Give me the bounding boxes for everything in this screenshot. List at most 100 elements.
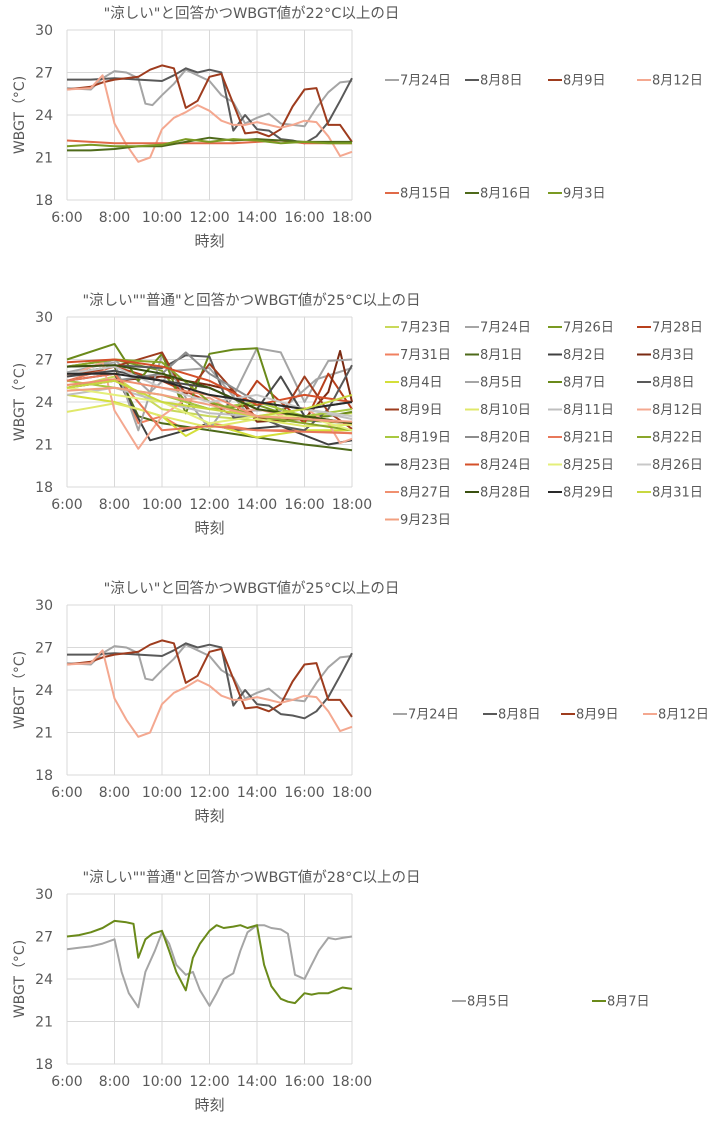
legend-item: 8月12日 bbox=[637, 74, 703, 89]
legend-item: 8月12日 bbox=[637, 403, 703, 418]
legend-label: 9月3日 bbox=[563, 187, 606, 202]
legend-label: 8月2日 bbox=[563, 348, 606, 363]
legend-item: 8月3日 bbox=[637, 348, 695, 363]
legend-item: 8月8日 bbox=[637, 376, 695, 391]
y-tick-label: 30 bbox=[35, 310, 53, 326]
series-line bbox=[66, 64, 353, 143]
legend-label: 7月31日 bbox=[400, 348, 451, 363]
legend-label: 8月8日 bbox=[652, 376, 695, 391]
y-tick-label: 21 bbox=[35, 438, 53, 454]
legend-label: 8月1日 bbox=[480, 348, 523, 363]
chart-3: "涼しい"と回答かつWBGT値が25°C以上の日 18 21 24 27 30 6:00 8:… bbox=[12, 580, 709, 825]
legend-item: 8月26日 bbox=[637, 458, 703, 473]
series-line bbox=[66, 919, 353, 1005]
x-tick-label: 10:00 bbox=[142, 785, 182, 801]
x-tick-label: 8:00 bbox=[99, 785, 130, 801]
y-axis-label: WBGT（°C) bbox=[12, 940, 28, 1018]
x-tick-label: 14:00 bbox=[237, 1074, 277, 1090]
legend-item: 8月4日 bbox=[385, 376, 443, 391]
legend-label: 8月7日 bbox=[607, 995, 650, 1010]
x-tick-label: 18:00 bbox=[332, 497, 372, 513]
legend-label: 8月27日 bbox=[400, 486, 451, 501]
legend-label: 8月20日 bbox=[480, 431, 531, 446]
series-line bbox=[66, 358, 353, 406]
legend-item: 7月26日 bbox=[548, 321, 614, 336]
x-axis-label: 時刻 bbox=[194, 1096, 224, 1114]
legend-item: 8月24日 bbox=[465, 458, 531, 473]
legend-item: 7月31日 bbox=[385, 348, 451, 363]
x-tick-label: 18:00 bbox=[332, 785, 372, 801]
x-tick-label: 6:00 bbox=[51, 497, 82, 513]
y-tick-label: 21 bbox=[35, 151, 53, 167]
legend-item: 8月19日 bbox=[385, 431, 451, 446]
legend-label: 8月19日 bbox=[400, 431, 451, 446]
legend-label: 8月3日 bbox=[652, 348, 695, 363]
x-tick-label: 10:00 bbox=[142, 210, 182, 226]
legend-item: 8月23日 bbox=[385, 458, 451, 473]
legend-label: 8月9日 bbox=[576, 708, 619, 723]
legend-item: 8月21日 bbox=[548, 431, 614, 446]
x-tick-label: 16:00 bbox=[284, 210, 324, 226]
x-axis-label: 時刻 bbox=[194, 519, 224, 537]
x-tick-label: 18:00 bbox=[332, 210, 372, 226]
x-tick-label: 12:00 bbox=[189, 497, 229, 513]
legend-item: 8月7日 bbox=[548, 376, 606, 391]
legend-item: 8月29日 bbox=[548, 486, 614, 501]
series-line bbox=[66, 643, 353, 703]
legend-item: 7月24日 bbox=[465, 321, 531, 336]
legend-item: 9月23日 bbox=[385, 513, 451, 528]
y-tick-label: 24 bbox=[35, 683, 53, 699]
legend-item: 8月28日 bbox=[465, 486, 531, 501]
chart-2: "涼しい""普通"と回答かつWBGT値が25°C以上の日 18 21 24 27 30 6:… bbox=[12, 292, 703, 537]
legend-label: 8月12日 bbox=[652, 74, 703, 89]
legend-item: 8月2日 bbox=[548, 348, 606, 363]
legend-label: 7月28日 bbox=[652, 321, 703, 336]
y-tick-label: 27 bbox=[35, 66, 53, 82]
x-tick-label: 16:00 bbox=[284, 785, 324, 801]
y-axis-label: WBGT（°C) bbox=[12, 363, 28, 441]
legend-label: 8月12日 bbox=[658, 708, 709, 723]
legend-item: 8月25日 bbox=[548, 458, 614, 473]
legend-item: 8月1日 bbox=[465, 348, 523, 363]
legend-label: 8月7日 bbox=[563, 376, 606, 391]
series-line bbox=[67, 67, 353, 145]
legend-label: 7月24日 bbox=[400, 74, 451, 89]
x-tick-label: 12:00 bbox=[189, 210, 229, 226]
legend-label: 8月31日 bbox=[652, 486, 703, 501]
legend-item: 8月9日 bbox=[385, 403, 443, 418]
x-tick-label: 8:00 bbox=[99, 1074, 130, 1090]
legend-label: 8月29日 bbox=[563, 486, 614, 501]
legend-label: 7月24日 bbox=[480, 321, 531, 336]
legend-item: 8月27日 bbox=[385, 486, 451, 501]
y-tick-label: 18 bbox=[35, 768, 53, 784]
x-tick-label: 14:00 bbox=[237, 785, 277, 801]
x-tick-label: 8:00 bbox=[99, 497, 130, 513]
legend-item: 7月28日 bbox=[637, 321, 703, 336]
chart-title: "涼しい""普通"と回答かつWBGT値が28°C以上の日 bbox=[82, 869, 420, 886]
legend-item: 8月20日 bbox=[465, 431, 531, 446]
legend-item: 8月15日 bbox=[385, 187, 451, 202]
legend-label: 7月26日 bbox=[563, 321, 614, 336]
legend-label: 7月24日 bbox=[408, 708, 459, 723]
legend-item: 8月8日 bbox=[465, 74, 523, 89]
y-tick-label: 30 bbox=[35, 887, 53, 903]
legend-label: 9月23日 bbox=[400, 513, 451, 528]
legend-label: 8月12日 bbox=[652, 403, 703, 418]
x-tick-label: 16:00 bbox=[284, 497, 324, 513]
legend-item: 8月5日 bbox=[452, 995, 510, 1010]
y-tick-label: 27 bbox=[35, 353, 53, 369]
legend-label: 8月26日 bbox=[652, 458, 703, 473]
chart-title: "涼しい"と回答かつWBGT値が25°C以上の日 bbox=[104, 580, 400, 597]
x-tick-label: 8:00 bbox=[99, 210, 130, 226]
legend-label: 8月15日 bbox=[400, 187, 451, 202]
chart-title: "涼しい"と回答かつWBGT値が22°C以上の日 bbox=[104, 5, 400, 22]
legend-label: 8月5日 bbox=[467, 995, 510, 1010]
series-line bbox=[66, 386, 353, 423]
legend-label: 8月5日 bbox=[480, 376, 523, 391]
legend-item: 8月16日 bbox=[465, 187, 531, 202]
series-line bbox=[66, 68, 353, 128]
series-line bbox=[66, 924, 353, 1009]
legend-item: 8月12日 bbox=[643, 708, 709, 723]
series-line bbox=[66, 138, 352, 148]
x-axis-label: 時刻 bbox=[194, 807, 224, 825]
